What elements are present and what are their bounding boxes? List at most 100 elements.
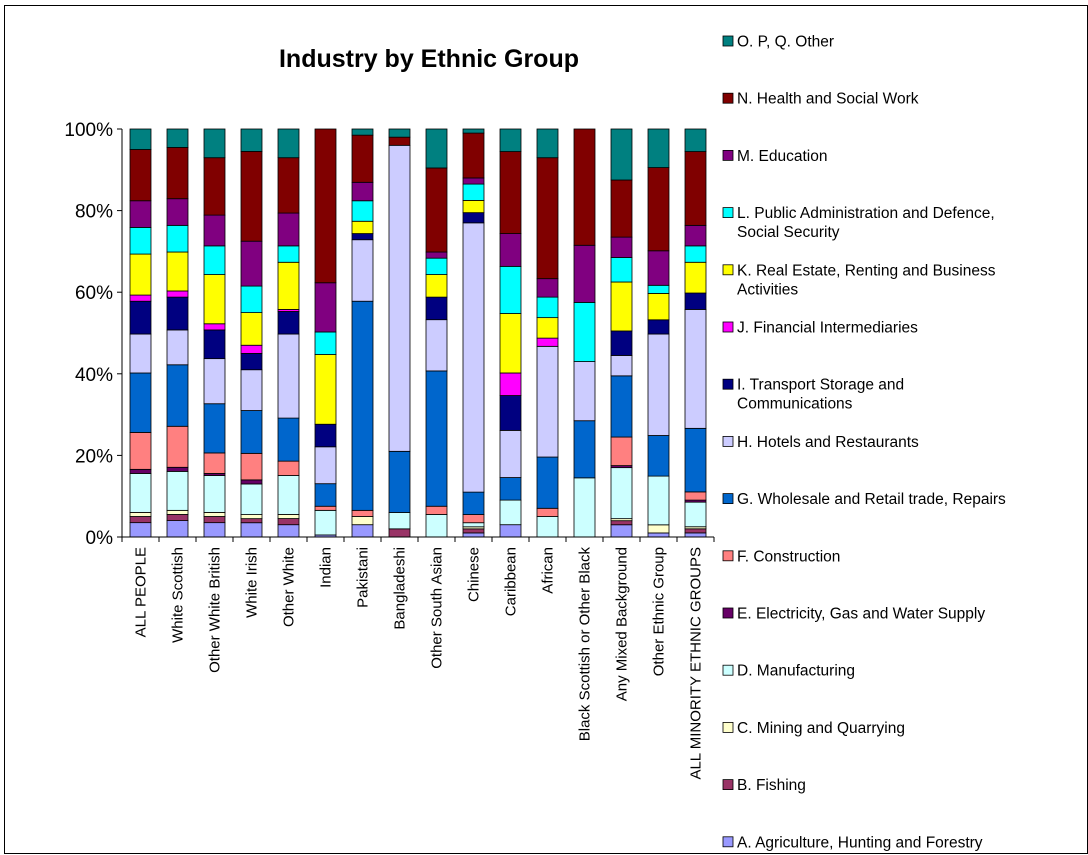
bar-segment-all-minority-ethnic-groups-a <box>684 532 707 538</box>
bar-segment-pakistani-l <box>351 200 374 222</box>
bar-segment-white-irish-i <box>240 352 263 371</box>
x-tick-label: African <box>540 547 557 594</box>
bar-segment-indian-n <box>314 128 337 284</box>
bar-segment-other-white-british-l <box>203 245 226 275</box>
bar-segment-caribbean-d <box>499 499 522 526</box>
bar-segment-any-mixed-background-n <box>610 179 633 238</box>
bar-segment-caribbean-l <box>499 265 522 314</box>
legend-label: J. Financial Intermediaries <box>737 320 918 337</box>
legend-swatch-n <box>722 92 734 104</box>
x-tick-label: Other White <box>281 547 298 627</box>
x-tick-label: ALL MINORITY ETHNIC GROUPS <box>688 547 705 780</box>
bar-segment-all-people-h <box>129 333 152 374</box>
bar-segment-all-people-o <box>129 128 152 150</box>
y-tick-label: 40% <box>75 365 113 386</box>
bar-segment-white-scottish-i <box>166 296 189 331</box>
bar-segment-bangladeshi-o <box>388 128 411 138</box>
bar-segment-any-mixed-background-f <box>610 436 633 467</box>
bar-segment-chinese-l <box>462 183 485 201</box>
bar-segment-other-ethnic-group-i <box>647 319 670 335</box>
bar-segment-caribbean-o <box>499 128 522 152</box>
bar-segment-indian-i <box>314 423 337 448</box>
bar-segment-any-mixed-background-i <box>610 330 633 356</box>
legend-label: A. Agriculture, Hunting and Forestry <box>737 834 983 851</box>
bar-segment-any-mixed-background-m <box>610 236 633 258</box>
bar-segment-white-scottish-n <box>166 147 189 200</box>
legend-label: B. Fishing <box>737 777 806 794</box>
bar-segment-chinese-d <box>462 522 485 528</box>
bar-segment-any-mixed-background-l <box>610 257 633 283</box>
legend-swatch-o <box>722 35 734 47</box>
x-tick-label: White Scottish <box>170 547 187 643</box>
bar-segment-all-people-k <box>129 253 152 296</box>
bar-segment-chinese-o <box>462 128 485 134</box>
bar-segment-white-irish-a <box>240 522 263 538</box>
bar-segment-african-g <box>536 456 559 509</box>
x-tick-label: Other Ethnic Group <box>651 547 668 676</box>
bar-segment-pakistani-f <box>351 509 374 517</box>
x-tick-label: Pakistani <box>355 547 372 608</box>
bar-segment-african-f <box>536 507 559 517</box>
legend-swatch-i <box>722 378 734 390</box>
bar-segment-other-south-asian-d <box>425 514 448 538</box>
bar-segment-african-n <box>536 157 559 280</box>
bar-segment-white-irish-f <box>240 452 263 481</box>
bar-segment-white-scottish-k <box>166 251 189 292</box>
bar-segment-chinese-n <box>462 132 485 179</box>
bar-segment-white-irish-e <box>240 479 263 485</box>
bar-segment-caribbean-k <box>499 313 522 374</box>
legend-swatch-g <box>722 493 734 505</box>
bar-segment-white-scottish-a <box>166 520 189 538</box>
bar-segment-white-irish-k <box>240 312 263 346</box>
y-tick-label: 0% <box>86 528 114 549</box>
bar-segment-other-white-british-j <box>203 323 226 331</box>
bar-segment-all-people-d <box>129 473 152 513</box>
y-tick-label: 100% <box>64 120 113 141</box>
bar-segment-pakistani-c <box>351 516 374 526</box>
bar-segment-all-minority-ethnic-groups-l <box>684 245 707 263</box>
legend-label: O. P, Q. Other <box>737 34 834 51</box>
legend-label: G. Wholesale and Retail trade, Repairs <box>737 491 1006 508</box>
bar-segment-white-scottish-c <box>166 509 189 515</box>
legend-swatch-m <box>722 149 734 161</box>
chart-title: Industry by Ethnic Group <box>279 45 579 73</box>
bar-segment-other-white-british-i <box>203 329 226 360</box>
legend-swatch-f <box>722 550 734 562</box>
bar-segment-pakistani-h <box>351 239 374 302</box>
bar-segment-other-ethnic-group-g <box>647 435 670 477</box>
bar-segment-black-scottish-or-other-black-d <box>573 477 596 538</box>
bar-segment-any-mixed-background-g <box>610 375 633 438</box>
bar-segment-indian-l <box>314 331 337 355</box>
bar-segment-other-white-british-o <box>203 128 226 159</box>
bar-segment-any-mixed-background-b <box>610 520 633 526</box>
legend-label: M. Education <box>737 148 827 165</box>
bar-segment-any-mixed-background-k <box>610 281 633 332</box>
bar-segment-african-o <box>536 128 559 159</box>
x-tick-label: Indian <box>318 547 335 588</box>
legend-label: L. Public Administration and Defence, Soc… <box>737 205 995 241</box>
bar-segment-white-scottish-b <box>166 514 189 521</box>
bar-segment-other-ethnic-group-d <box>647 475 670 526</box>
legend-swatch-e <box>722 607 734 619</box>
bar-segment-caribbean-a <box>499 524 522 538</box>
legend-swatch-h <box>722 435 734 447</box>
bar-segment-any-mixed-background-a <box>610 524 633 538</box>
bar-segment-other-white-british-n <box>203 157 226 216</box>
x-tick-label: White Irish <box>244 547 261 618</box>
bar-segment-pakistani-a <box>351 524 374 538</box>
x-tick-label: Any Mixed Background <box>614 547 631 701</box>
legend-label: E. Electricity, Gas and Water Supply <box>737 606 985 623</box>
legend-swatch-c <box>722 722 734 733</box>
bar-segment-chinese-a <box>462 532 485 538</box>
bar-segment-other-ethnic-group-m <box>647 250 670 286</box>
bar-segment-white-scottish-d <box>166 470 189 511</box>
bar-segment-white-irish-m <box>240 240 263 287</box>
bar-segment-caribbean-i <box>499 395 522 431</box>
bar-segment-all-people-c <box>129 511 152 517</box>
bar-segment-pakistani-n <box>351 134 374 183</box>
legend-swatch-k <box>722 264 734 276</box>
bar-segment-all-minority-ethnic-groups-h <box>684 309 707 429</box>
plot-area <box>129 128 707 538</box>
bar-segment-black-scottish-or-other-black-g <box>573 420 596 479</box>
bar-segment-all-minority-ethnic-groups-m <box>684 224 707 247</box>
